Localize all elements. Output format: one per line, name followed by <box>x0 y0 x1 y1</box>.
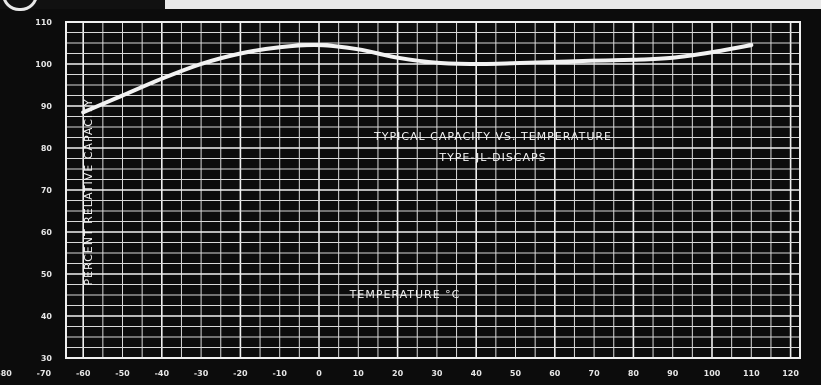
x-tick-label: 30 <box>431 369 443 378</box>
chart-ticks: 30405060708090100110-80-70-60-50-40-30-2… <box>0 18 799 378</box>
y-axis-label: PERCENT RELATIVE CAPACITY <box>82 98 95 285</box>
x-tick-label: -30 <box>194 369 209 378</box>
x-tick-label: 110 <box>743 369 760 378</box>
x-tick-label: 0 <box>316 369 322 378</box>
x-tick-label: 50 <box>510 369 522 378</box>
y-tick-label: 40 <box>41 312 53 321</box>
x-tick-label: -40 <box>155 369 170 378</box>
x-tick-label: -70 <box>37 369 52 378</box>
x-tick-label: -80 <box>0 369 12 378</box>
x-tick-label: -10 <box>272 369 287 378</box>
chart-series <box>81 43 754 115</box>
y-tick-label: 60 <box>41 228 53 237</box>
x-tick-label: 90 <box>667 369 679 378</box>
y-tick-label: 110 <box>35 18 52 27</box>
y-tick-label: 100 <box>35 60 52 69</box>
x-tick-label: 70 <box>589 369 601 378</box>
x-tick-label: 80 <box>628 369 640 378</box>
page-top-dark-block <box>0 0 165 9</box>
x-tick-label: -50 <box>115 369 130 378</box>
capacity-curve <box>81 43 754 115</box>
x-tick-label: -20 <box>233 369 248 378</box>
x-tick-label: 20 <box>392 369 404 378</box>
x-tick-label: 10 <box>353 369 365 378</box>
y-tick-label: 50 <box>41 270 53 279</box>
x-tick-label: 40 <box>471 369 483 378</box>
y-tick-label: 90 <box>41 102 53 111</box>
x-tick-label: -60 <box>76 369 91 378</box>
x-tick-label: 100 <box>704 369 721 378</box>
x-tick-label: 60 <box>549 369 561 378</box>
y-tick-label: 30 <box>41 354 53 363</box>
y-tick-label: 80 <box>41 144 53 153</box>
x-axis-label: TEMPERATURE °C <box>349 288 461 301</box>
x-tick-label: 120 <box>782 369 799 378</box>
chart-grid <box>65 21 801 359</box>
chart-title: TYPICAL CAPACITY VS. TEMPERATURE <box>373 130 612 143</box>
plot-frame <box>65 21 801 359</box>
chart-subtitle: TYPE-JL-DISCAPS <box>438 151 546 164</box>
y-tick-label: 70 <box>41 186 53 195</box>
page-top-strip <box>0 0 821 9</box>
